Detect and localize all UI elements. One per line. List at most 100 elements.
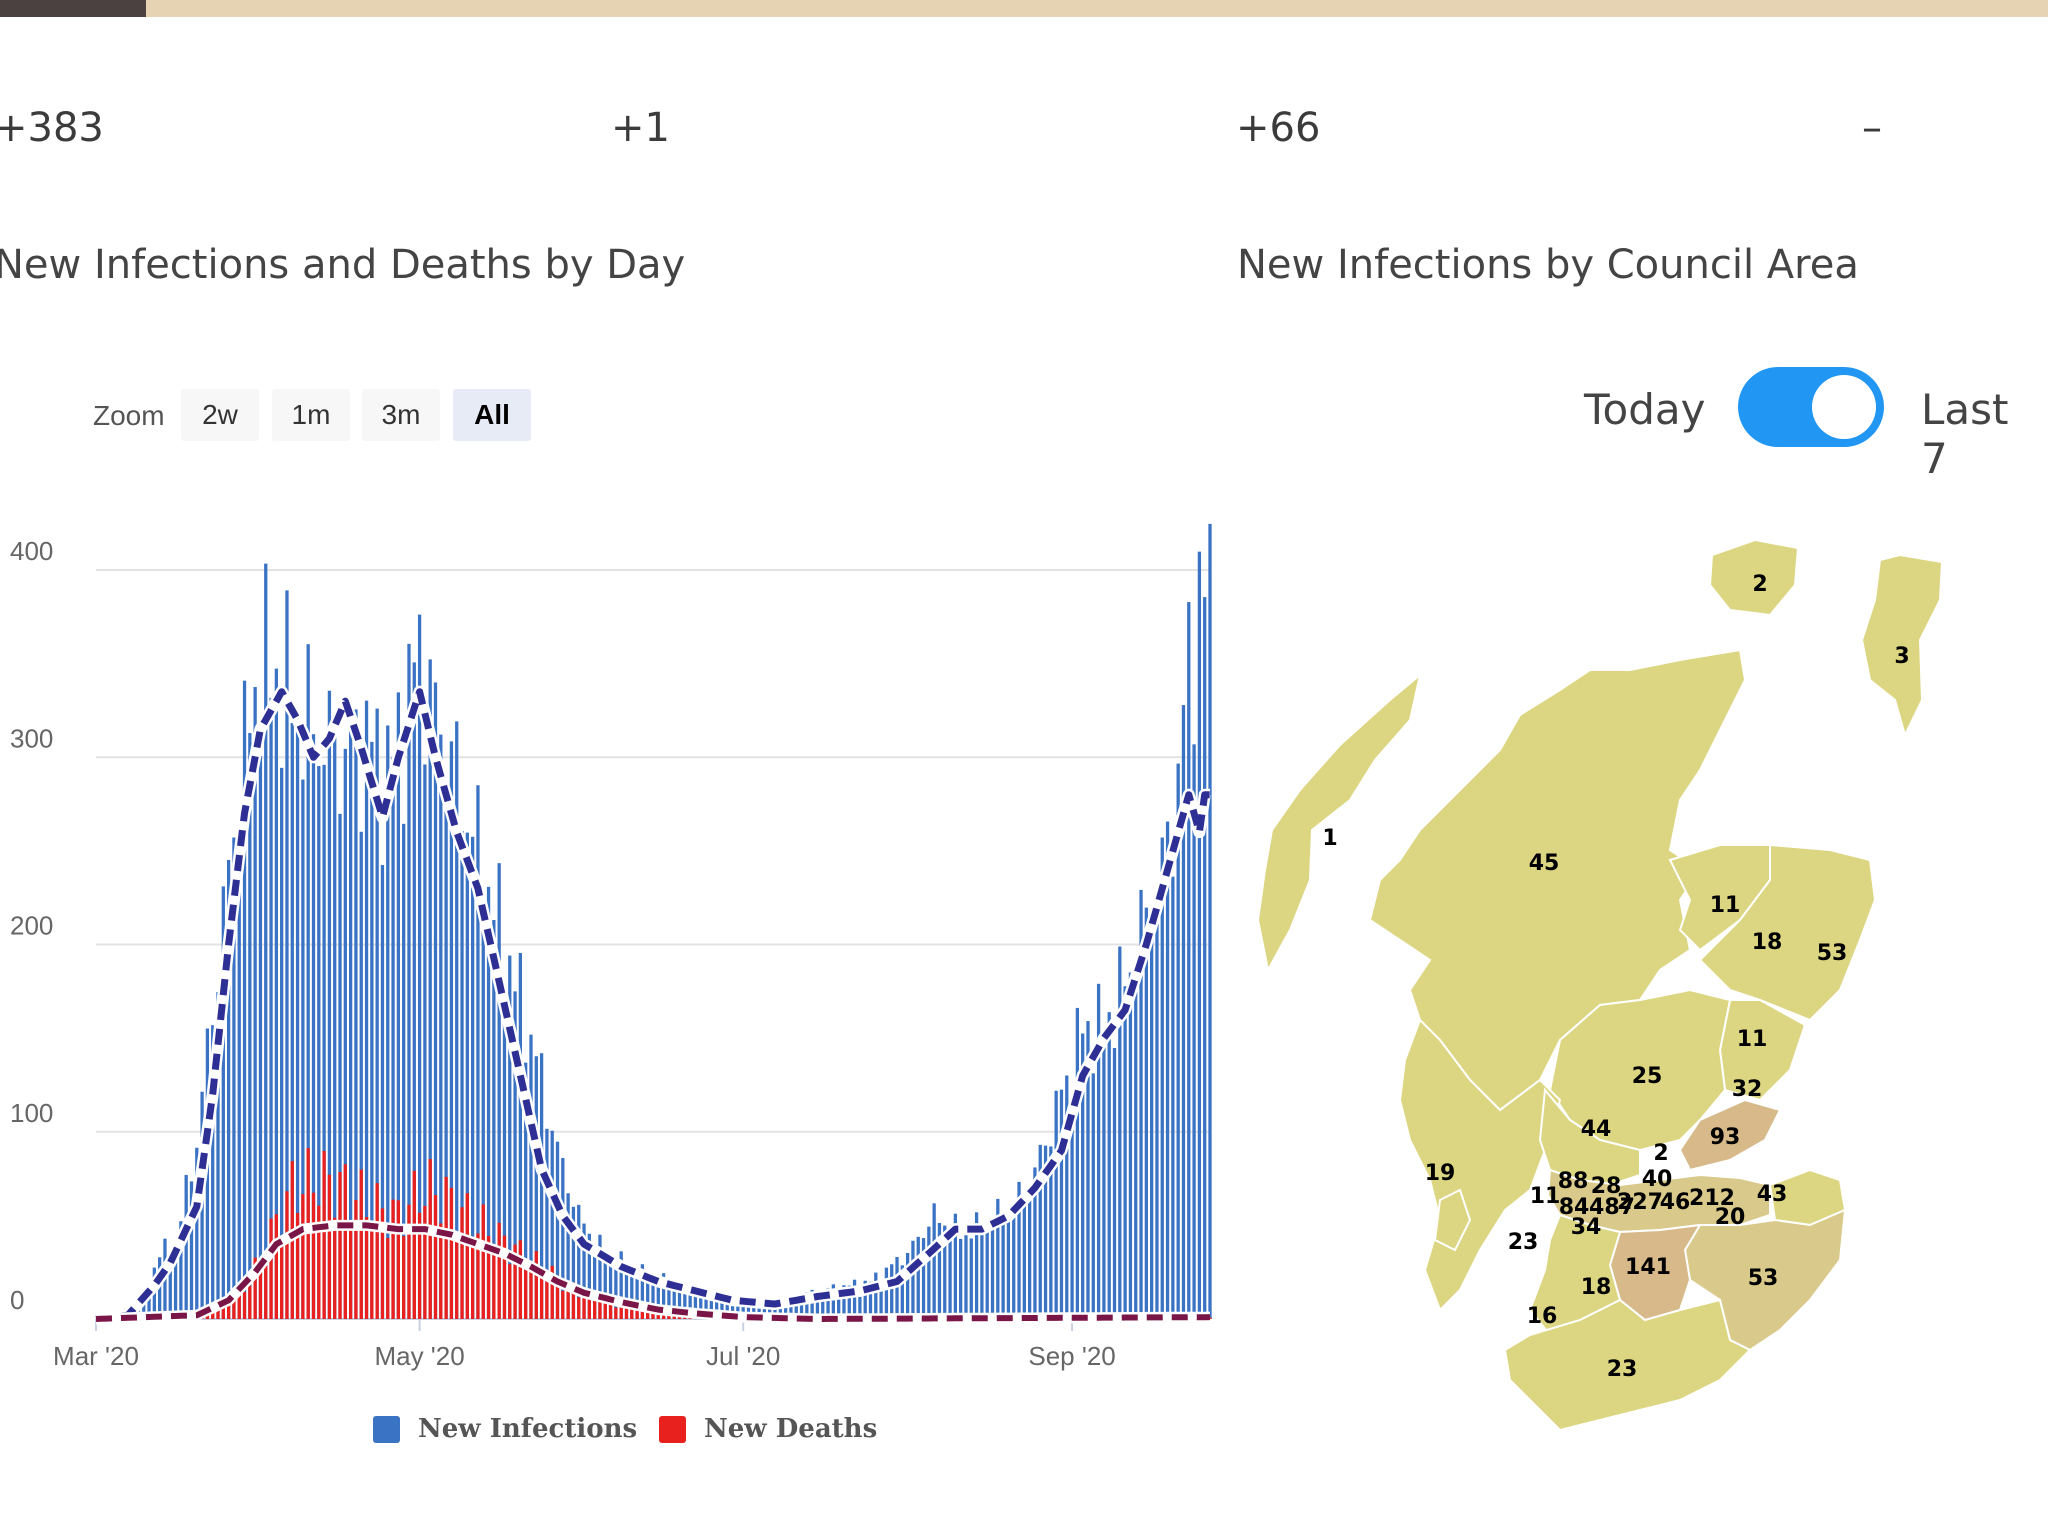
zoom-2w-button[interactable]: 2w bbox=[181, 389, 259, 441]
death-bar bbox=[534, 1251, 538, 1319]
map-region-western-isles[interactable] bbox=[1256, 672, 1422, 973]
map-region-islay[interactable] bbox=[1433, 1188, 1472, 1252]
map-label: 44 bbox=[1581, 1117, 1612, 1142]
zoom-3m-button[interactable]: 3m bbox=[362, 389, 440, 441]
death-bar bbox=[226, 1304, 231, 1319]
map-region-borders[interactable] bbox=[1683, 1208, 1847, 1352]
map-region-orkney[interactable] bbox=[1708, 538, 1800, 617]
legend-swatch-deaths bbox=[659, 1415, 686, 1443]
death-bar bbox=[529, 1264, 533, 1319]
map-label: 2 bbox=[1653, 1141, 1668, 1166]
infection-bar bbox=[1033, 1167, 1037, 1319]
map-region-stirling[interactable] bbox=[1538, 1087, 1641, 1187]
infection-bar bbox=[1171, 876, 1175, 1319]
death-bar bbox=[280, 1238, 284, 1319]
death-bar bbox=[439, 1223, 443, 1319]
death-bar bbox=[555, 1276, 560, 1319]
death-bar bbox=[317, 1205, 321, 1319]
map-region-shetland[interactable] bbox=[1860, 553, 1944, 738]
death-bar bbox=[354, 1199, 358, 1319]
map-region-fife[interactable] bbox=[1678, 1098, 1782, 1172]
infection-bar bbox=[577, 1204, 581, 1319]
infection-bar bbox=[911, 1240, 915, 1319]
death-bar bbox=[587, 1288, 591, 1319]
infection-bar bbox=[762, 1302, 767, 1319]
infection-bar bbox=[937, 1222, 942, 1319]
stat-new-tests: +66 bbox=[1236, 105, 1321, 151]
map-label: 84 bbox=[1559, 1195, 1590, 1220]
death-bar bbox=[258, 1261, 263, 1319]
map-region-aberdeenshire[interactable] bbox=[1698, 843, 1877, 1022]
map-label: 18 bbox=[1752, 930, 1783, 955]
infection-bar bbox=[1192, 744, 1196, 1319]
infection-bar bbox=[460, 830, 464, 1319]
x-tick-label: Sep '20 bbox=[1028, 1341, 1115, 1371]
infection-bar bbox=[868, 1281, 873, 1319]
infection-bar bbox=[285, 590, 289, 1319]
stat-new-infections: +383 bbox=[0, 105, 104, 151]
infection-bar bbox=[884, 1267, 889, 1319]
infection-bar bbox=[322, 764, 326, 1319]
infection-bar bbox=[290, 722, 294, 1319]
death-bar bbox=[301, 1194, 305, 1319]
infection-bar bbox=[1070, 1098, 1074, 1319]
map-label: 53 bbox=[1817, 941, 1848, 966]
map-label: 20 bbox=[1715, 1205, 1746, 1230]
infection-bar bbox=[996, 1198, 1000, 1319]
infection-bar bbox=[476, 785, 480, 1319]
infection-bar bbox=[985, 1222, 989, 1319]
x-tick-label: Jul '20 bbox=[706, 1341, 780, 1371]
map-label: 3 bbox=[1894, 644, 1909, 669]
infection-bar bbox=[380, 864, 385, 1319]
zoom-all-button[interactable]: All bbox=[453, 389, 531, 441]
death-bar bbox=[608, 1301, 613, 1319]
map-label: 88 bbox=[1558, 1169, 1589, 1194]
death-bar bbox=[497, 1222, 501, 1319]
infection-bar bbox=[1139, 889, 1143, 1319]
death-bar bbox=[518, 1240, 523, 1319]
map-label: 40 bbox=[1642, 1167, 1673, 1192]
infection-bar bbox=[179, 1221, 183, 1319]
infection-bar bbox=[1091, 1073, 1095, 1319]
infection-bar bbox=[465, 832, 469, 1319]
infection-bar bbox=[433, 682, 438, 1319]
infection-bar bbox=[725, 1300, 729, 1319]
infection-bar bbox=[593, 1246, 597, 1319]
infection-bar bbox=[837, 1291, 841, 1319]
infection-bar bbox=[1155, 898, 1159, 1319]
infection-bar bbox=[1043, 1145, 1048, 1319]
infection-bar bbox=[661, 1273, 666, 1319]
zoom-1m-button[interactable]: 1m bbox=[272, 389, 350, 441]
death-bar bbox=[571, 1282, 576, 1319]
infection-bar bbox=[237, 849, 241, 1319]
death-bar bbox=[232, 1294, 236, 1319]
map-region-dumfries-galloway[interactable] bbox=[1503, 1298, 1752, 1432]
infection-bar bbox=[847, 1285, 851, 1319]
infection-bar bbox=[752, 1302, 756, 1319]
death-bar bbox=[211, 1310, 215, 1319]
infection-bar bbox=[905, 1252, 910, 1319]
map-label: 46 bbox=[1660, 1190, 1691, 1215]
infection-bar bbox=[396, 692, 401, 1319]
y-tick-label: 300 bbox=[10, 723, 53, 753]
death-bar bbox=[216, 1304, 220, 1319]
infection-bar bbox=[248, 733, 252, 1319]
infection-bar bbox=[359, 831, 363, 1319]
death-bar bbox=[449, 1187, 454, 1319]
death-bar bbox=[343, 1164, 347, 1319]
death-bar bbox=[428, 1159, 432, 1319]
infection-bar bbox=[805, 1292, 809, 1319]
toggle-last7-label[interactable]: Last 7 bbox=[1921, 385, 2009, 483]
infection-bar bbox=[1075, 1007, 1080, 1319]
death-bar bbox=[274, 1214, 279, 1319]
legend-new-infections[interactable]: New Infections bbox=[373, 1414, 637, 1444]
infection-bar bbox=[842, 1285, 846, 1319]
infection-bar bbox=[932, 1203, 936, 1319]
map-label: 43 bbox=[1757, 1182, 1788, 1207]
death-bar bbox=[311, 1192, 316, 1319]
toggle-today-label[interactable]: Today bbox=[1584, 385, 1706, 434]
legend-new-deaths[interactable]: New Deaths bbox=[659, 1414, 877, 1444]
infection-bar bbox=[195, 1147, 199, 1319]
infection-bar bbox=[301, 779, 305, 1319]
period-toggle[interactable] bbox=[1738, 367, 1884, 447]
